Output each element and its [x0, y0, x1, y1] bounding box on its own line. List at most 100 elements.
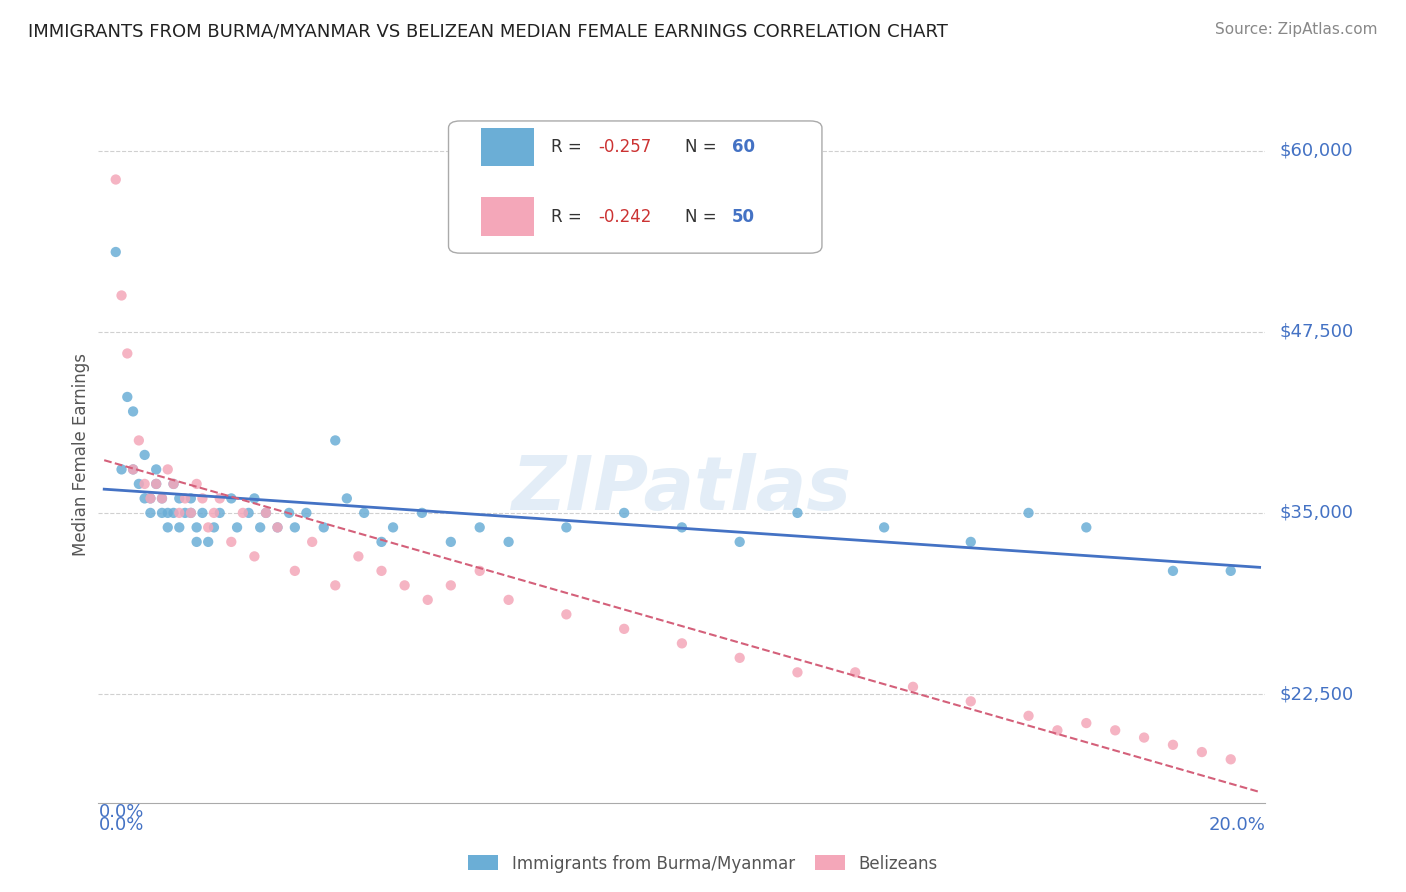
Point: [1219, 752, 1241, 766]
Point: [122, 404, 145, 418]
Bar: [481, 128, 534, 166]
Point: [128, 434, 150, 448]
Point: [844, 665, 866, 680]
Point: [394, 578, 416, 592]
Text: Source: ZipAtlas.com: Source: ZipAtlas.com: [1215, 22, 1378, 37]
Point: [1161, 738, 1184, 752]
Point: [353, 506, 375, 520]
Point: [238, 506, 260, 520]
Point: [498, 593, 520, 607]
Point: [145, 477, 167, 491]
Point: [1133, 731, 1156, 745]
Point: [117, 390, 139, 404]
Point: [786, 506, 808, 520]
Point: [134, 448, 156, 462]
Text: IMMIGRANTS FROM BURMA/MYANMAR VS BELIZEAN MEDIAN FEMALE EARNINGS CORRELATION CHA: IMMIGRANTS FROM BURMA/MYANMAR VS BELIZEA…: [28, 22, 948, 40]
Point: [1104, 723, 1126, 738]
Point: [162, 477, 184, 491]
Point: [370, 564, 392, 578]
Text: $22,500: $22,500: [1279, 685, 1354, 703]
Point: [1076, 716, 1098, 731]
Point: [901, 680, 924, 694]
Text: R =: R =: [551, 208, 588, 226]
Point: [122, 462, 145, 476]
Point: [370, 535, 392, 549]
Point: [728, 651, 751, 665]
Point: [180, 506, 202, 520]
Point: [208, 491, 231, 506]
Text: $47,500: $47,500: [1279, 323, 1354, 341]
Point: [169, 520, 191, 534]
Point: [139, 491, 162, 506]
Point: [555, 607, 578, 622]
Point: [139, 491, 162, 506]
Point: [1191, 745, 1213, 759]
Point: [323, 578, 346, 592]
Point: [440, 578, 463, 592]
Bar: [481, 197, 534, 235]
Text: -0.257: -0.257: [598, 138, 651, 156]
Point: [1018, 506, 1040, 520]
Point: [186, 477, 208, 491]
Point: [555, 520, 578, 534]
Point: [191, 491, 214, 506]
Point: [295, 506, 318, 520]
Point: [498, 535, 520, 549]
Point: [145, 477, 167, 491]
Point: [186, 535, 208, 549]
Point: [162, 506, 184, 520]
Point: [1076, 520, 1098, 534]
Point: [284, 520, 307, 534]
Point: [221, 535, 243, 549]
Text: $60,000: $60,000: [1279, 142, 1353, 160]
Point: [134, 491, 156, 506]
Point: [671, 520, 693, 534]
Text: ZIPatlas: ZIPatlas: [512, 453, 852, 526]
Point: [1161, 564, 1184, 578]
Point: [139, 506, 162, 520]
Text: 0.0%: 0.0%: [98, 803, 143, 821]
Text: R =: R =: [551, 138, 588, 156]
Point: [104, 172, 127, 186]
Point: [202, 520, 225, 534]
FancyBboxPatch shape: [449, 121, 823, 253]
Point: [249, 520, 271, 534]
Point: [180, 491, 202, 506]
Point: [1018, 708, 1040, 723]
Point: [180, 506, 202, 520]
Point: [191, 506, 214, 520]
Point: [174, 491, 197, 506]
Text: N =: N =: [685, 208, 723, 226]
Text: 20.0%: 20.0%: [1209, 816, 1265, 834]
Point: [959, 694, 981, 708]
Point: [671, 636, 693, 650]
Point: [197, 520, 219, 534]
Text: -0.242: -0.242: [598, 208, 651, 226]
Point: [786, 665, 808, 680]
Y-axis label: Median Female Earnings: Median Female Earnings: [72, 353, 90, 557]
Point: [150, 506, 173, 520]
Text: $35,000: $35,000: [1279, 504, 1354, 522]
Point: [440, 535, 463, 549]
Point: [156, 462, 179, 476]
Point: [468, 520, 491, 534]
Point: [243, 549, 266, 564]
Point: [134, 477, 156, 491]
Point: [128, 477, 150, 491]
Point: [347, 549, 370, 564]
Point: [411, 506, 433, 520]
Point: [122, 462, 145, 476]
Point: [873, 520, 896, 534]
Point: [169, 506, 191, 520]
Point: [156, 506, 179, 520]
Point: [278, 506, 301, 520]
Text: 0.0%: 0.0%: [98, 816, 143, 834]
Point: [1219, 564, 1241, 578]
Point: [323, 434, 346, 448]
Text: 60: 60: [733, 138, 755, 156]
Point: [162, 477, 184, 491]
Point: [243, 491, 266, 506]
Point: [468, 564, 491, 578]
Point: [186, 520, 208, 534]
Point: [613, 622, 636, 636]
